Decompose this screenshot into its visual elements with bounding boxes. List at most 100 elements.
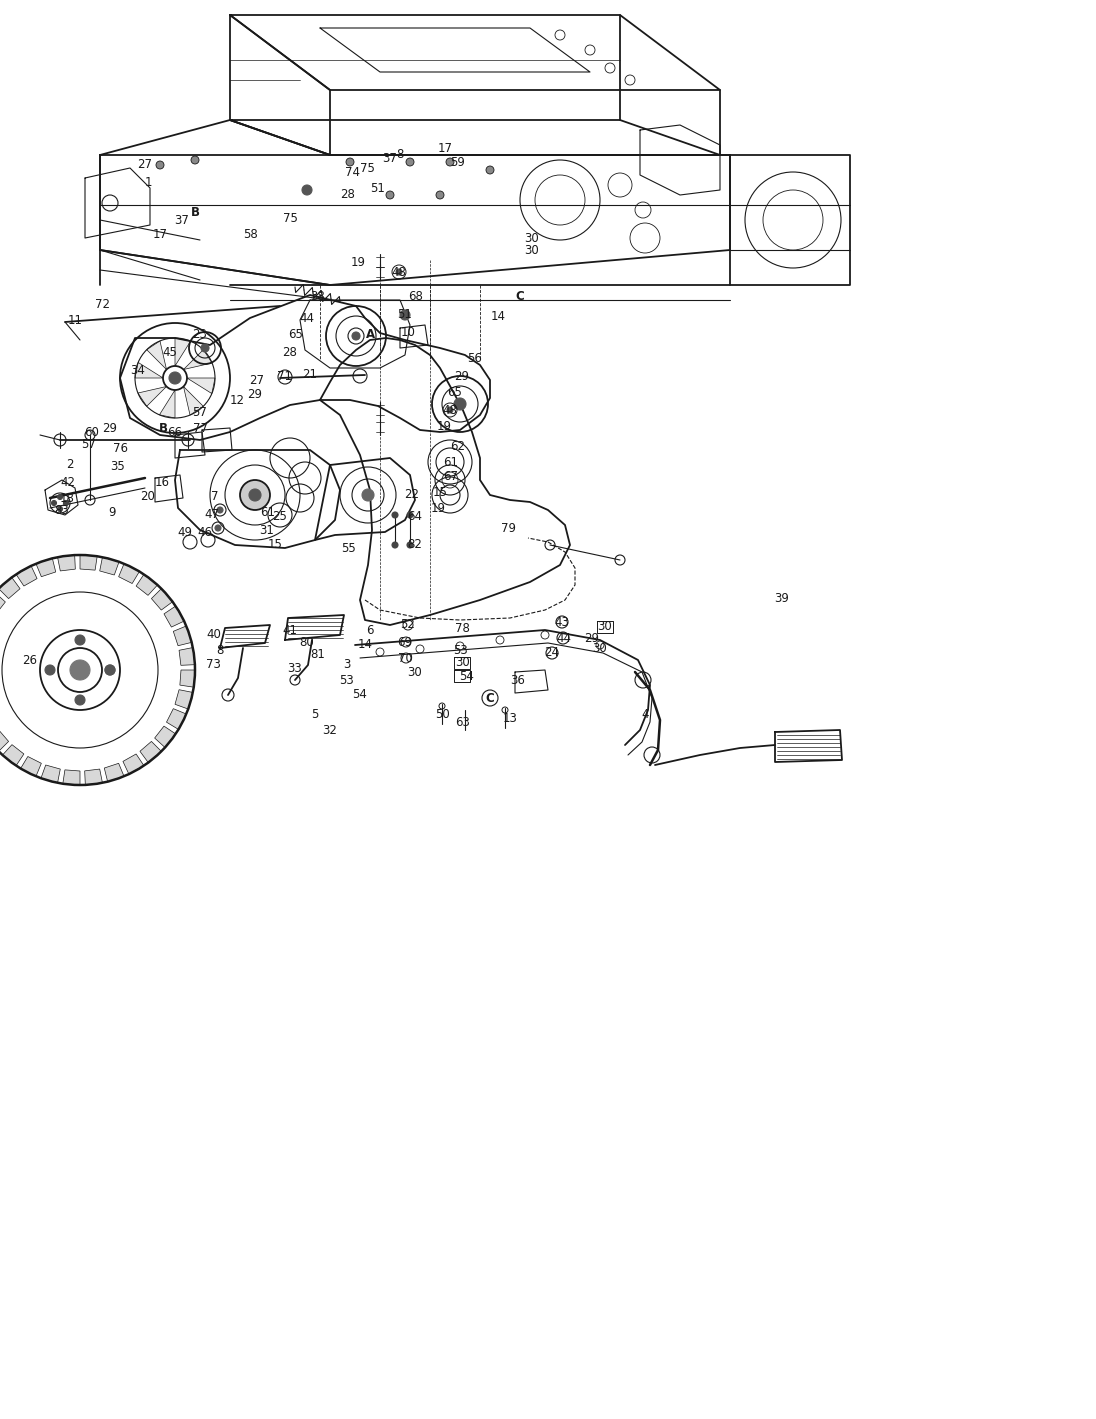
Polygon shape: [80, 555, 98, 570]
Text: 74: 74: [345, 166, 361, 179]
Text: 30: 30: [525, 244, 539, 257]
Text: 55: 55: [341, 542, 355, 555]
Circle shape: [105, 666, 115, 675]
Text: 54: 54: [353, 688, 367, 701]
Text: 66: 66: [168, 426, 183, 438]
Text: 9: 9: [109, 505, 116, 518]
Text: 8: 8: [397, 149, 403, 162]
Polygon shape: [135, 362, 163, 377]
Text: 51: 51: [370, 182, 386, 194]
Text: 39: 39: [775, 592, 789, 604]
Text: 29: 29: [103, 421, 117, 434]
Text: 30: 30: [593, 641, 607, 654]
Polygon shape: [183, 386, 203, 416]
Text: 79: 79: [501, 522, 515, 535]
Text: 61: 61: [444, 455, 458, 468]
Text: 11: 11: [68, 314, 82, 326]
Polygon shape: [173, 626, 192, 646]
Text: C: C: [486, 692, 494, 705]
Text: 34: 34: [130, 363, 146, 376]
Text: 38: 38: [310, 289, 326, 302]
Circle shape: [156, 160, 164, 169]
Text: 64: 64: [408, 511, 422, 524]
Text: 72: 72: [95, 298, 111, 312]
Text: 4: 4: [641, 708, 649, 721]
Text: 16: 16: [155, 475, 170, 488]
Polygon shape: [136, 575, 158, 596]
Circle shape: [447, 407, 453, 413]
Circle shape: [486, 166, 494, 175]
Text: 14: 14: [491, 311, 505, 324]
Text: 53: 53: [340, 674, 354, 687]
Polygon shape: [36, 558, 56, 576]
Text: 60: 60: [84, 427, 100, 440]
Text: 27: 27: [137, 159, 152, 172]
Text: 68: 68: [409, 291, 423, 304]
Text: 67: 67: [444, 471, 458, 484]
Text: 80: 80: [299, 637, 315, 650]
Text: 47: 47: [205, 508, 219, 522]
Text: 29: 29: [248, 389, 263, 402]
Circle shape: [396, 270, 402, 275]
Text: 19: 19: [436, 420, 452, 433]
Circle shape: [70, 660, 90, 680]
Text: 12: 12: [229, 393, 244, 406]
Text: 75: 75: [283, 211, 297, 224]
Text: 5: 5: [311, 708, 319, 721]
Circle shape: [75, 634, 85, 646]
Text: 50: 50: [435, 708, 449, 721]
Circle shape: [52, 501, 57, 505]
Polygon shape: [183, 349, 212, 369]
Text: 65: 65: [447, 386, 463, 400]
Text: 8: 8: [216, 643, 224, 657]
Polygon shape: [179, 647, 195, 666]
Circle shape: [392, 542, 398, 548]
Text: B: B: [191, 206, 199, 219]
Circle shape: [406, 158, 414, 166]
Text: 69: 69: [398, 636, 412, 648]
Polygon shape: [147, 341, 167, 369]
Text: 3: 3: [343, 658, 351, 671]
Circle shape: [57, 494, 62, 499]
Polygon shape: [159, 390, 175, 419]
Text: 53: 53: [453, 643, 467, 657]
Text: 59: 59: [450, 156, 466, 169]
Text: B: B: [159, 421, 168, 434]
Circle shape: [201, 343, 209, 352]
Text: 19: 19: [431, 501, 445, 515]
Polygon shape: [151, 589, 172, 610]
Circle shape: [240, 480, 270, 509]
Polygon shape: [187, 377, 215, 393]
Circle shape: [64, 501, 68, 505]
Text: 13: 13: [503, 711, 517, 725]
Text: 62: 62: [450, 440, 466, 453]
Text: 18: 18: [59, 491, 75, 505]
Circle shape: [217, 507, 222, 514]
Text: 45: 45: [162, 345, 178, 359]
Text: 31: 31: [260, 524, 274, 536]
Polygon shape: [138, 386, 167, 406]
Text: 82: 82: [408, 538, 422, 552]
Text: 70: 70: [398, 651, 412, 664]
Text: 56: 56: [468, 352, 482, 365]
Circle shape: [302, 184, 312, 194]
Text: 52: 52: [400, 619, 415, 631]
Circle shape: [362, 490, 374, 501]
Text: 21: 21: [302, 369, 318, 382]
Text: 54: 54: [459, 670, 475, 683]
Circle shape: [45, 666, 55, 675]
Text: 83: 83: [55, 504, 69, 517]
Text: 2: 2: [66, 458, 73, 471]
Text: A: A: [366, 329, 376, 342]
Text: 15: 15: [267, 538, 283, 552]
Text: 40: 40: [206, 629, 221, 641]
Text: 30: 30: [456, 657, 470, 670]
Text: 23: 23: [193, 329, 207, 342]
Text: 30: 30: [408, 666, 422, 678]
Polygon shape: [175, 338, 191, 366]
Text: 44: 44: [557, 631, 571, 644]
Text: 37: 37: [383, 152, 398, 165]
Text: 78: 78: [455, 622, 469, 634]
Text: 43: 43: [555, 616, 570, 629]
Polygon shape: [16, 566, 37, 586]
